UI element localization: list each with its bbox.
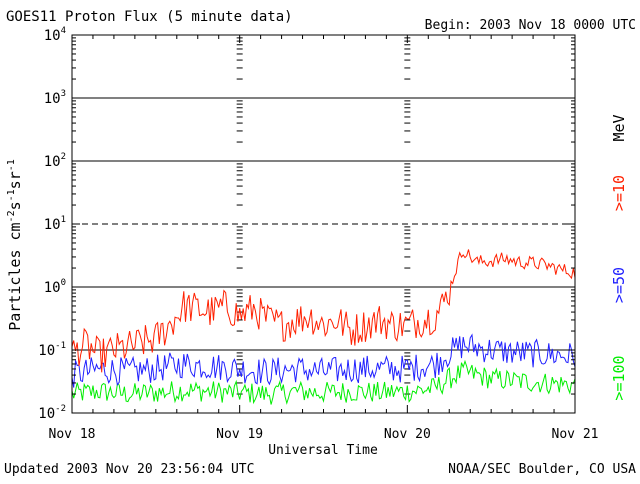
x-tick-label: Nov 20 [384, 427, 431, 442]
updated-timestamp: Updated 2003 Nov 20 23:56:04 UTC [4, 462, 254, 477]
x-tick-label: Nov 18 [49, 427, 96, 442]
x-axis-label: Universal Time [268, 443, 378, 458]
data-series [71, 249, 576, 405]
y-axis-ticks: 10-2 10-1 100 101 102 103 104 [38, 26, 575, 422]
series-line-ge100 [71, 359, 576, 405]
legend-unit-label: MeV [610, 114, 628, 141]
y-tick-label: 104 [44, 26, 66, 44]
y-tick-label: 100 [44, 278, 66, 296]
series-line-ge50 [71, 333, 576, 388]
x-tick-label: Nov 21 [552, 427, 599, 442]
chart-title: GOES11 Proton Flux (5 minute data) [6, 9, 293, 25]
begin-label: Begin: 2003 Nov 18 0000 UTC [425, 18, 636, 33]
legend-entry: >=100 [610, 355, 628, 400]
legend-entry: >=10 [610, 175, 628, 211]
y-tick-label: 103 [44, 89, 66, 107]
x-tick-label: Nov 19 [216, 427, 263, 442]
legend-entry: >=50 [610, 267, 628, 303]
y-tick-label: 10-2 [38, 404, 66, 422]
day-tick-column [236, 37, 243, 395]
day-tick-column [404, 37, 411, 395]
day-boundary-ticks [236, 37, 411, 395]
y-axis-label: Particles cm-2s-1sr-1 [6, 159, 24, 331]
legend: MeV >=10 >=50 >=100 [610, 114, 628, 400]
credit-label: NOAA/SEC Boulder, CO USA [448, 462, 636, 477]
y-tick-label: 102 [44, 152, 66, 170]
x-axis-ticks: Nov 18 Nov 19 Nov 20 Nov 21 [49, 35, 599, 442]
threshold-lines [72, 97, 575, 351]
y-tick-label: 10-1 [38, 341, 66, 359]
series-line-ge10 [71, 249, 576, 373]
y-tick-label: 101 [44, 215, 66, 233]
